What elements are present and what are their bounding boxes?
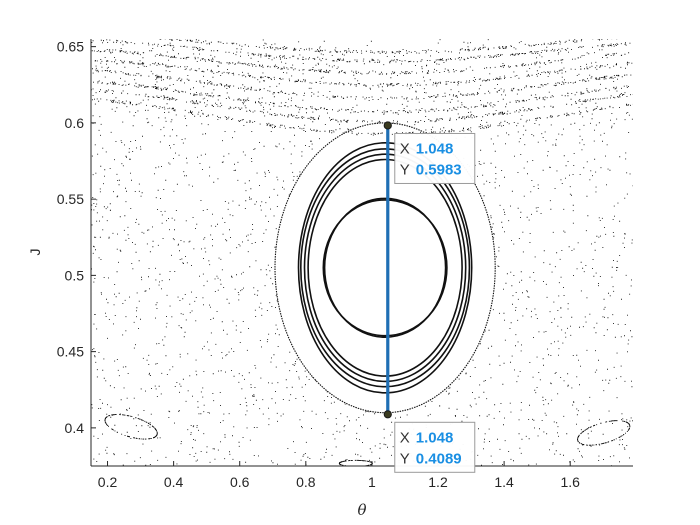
x-axis-label: θ (357, 501, 366, 519)
invariant-curve (303, 153, 467, 383)
invariant-curve (307, 158, 463, 377)
x-tick-label: 0.4 (164, 474, 184, 490)
datatip-background (394, 421, 476, 473)
datatip-key: X (400, 140, 410, 157)
datatip-box[interactable]: X 1.048 Y 0.4089 (394, 421, 476, 473)
axes (90, 39, 633, 467)
datatip-marker[interactable] (383, 121, 392, 130)
x-tick-label: 0.6 (230, 474, 250, 490)
invariant-curve (323, 197, 447, 338)
datatip-value: 1.048 (416, 429, 454, 446)
datatip-value: 1.048 (416, 140, 454, 157)
x-ticks: 0.2 0.4 0.6 0.8 1 1.2 1.4 1.6 (98, 461, 580, 490)
datatip-value: 0.4089 (416, 450, 462, 467)
x-tick-label: 0.8 (296, 474, 316, 490)
plot-area[interactable] (91, 39, 633, 466)
y-tick-label: 0.45 (57, 344, 84, 360)
data-cursor[interactable]: X 1.048 Y 0.5983 X 1.048 Y 0.4089 (383, 121, 476, 473)
y-tick-label: 0.65 (57, 39, 84, 55)
datatip-background (394, 132, 476, 184)
x-tick-label: 1.2 (428, 474, 448, 490)
y-tick-label: 0.6 (65, 115, 85, 131)
datatip-key: Y (400, 450, 410, 467)
x-tick-label: 0.2 (98, 474, 118, 490)
x-tick-label: 1.6 (560, 474, 580, 490)
datatip-box[interactable]: X 1.048 Y 0.5983 (394, 132, 476, 184)
datatip-key: Y (400, 161, 410, 178)
datatip-value: 0.5983 (416, 161, 462, 178)
y-tick-label: 0.55 (57, 191, 84, 207)
invariant-curve (297, 141, 473, 394)
invariant-curve (299, 148, 471, 388)
y-tick-label: 0.5 (65, 267, 85, 283)
datatip-key: X (400, 429, 410, 446)
datatip-marker[interactable] (383, 410, 392, 419)
x-tick-label: 1 (368, 474, 376, 490)
x-tick-label: 1.4 (494, 474, 514, 490)
invariant-curve (322, 199, 448, 337)
y-axis-label: J (27, 249, 43, 256)
y-ticks: 0.4 0.45 0.5 0.55 0.6 0.65 (57, 39, 96, 436)
y-tick-label: 0.4 (65, 420, 85, 436)
